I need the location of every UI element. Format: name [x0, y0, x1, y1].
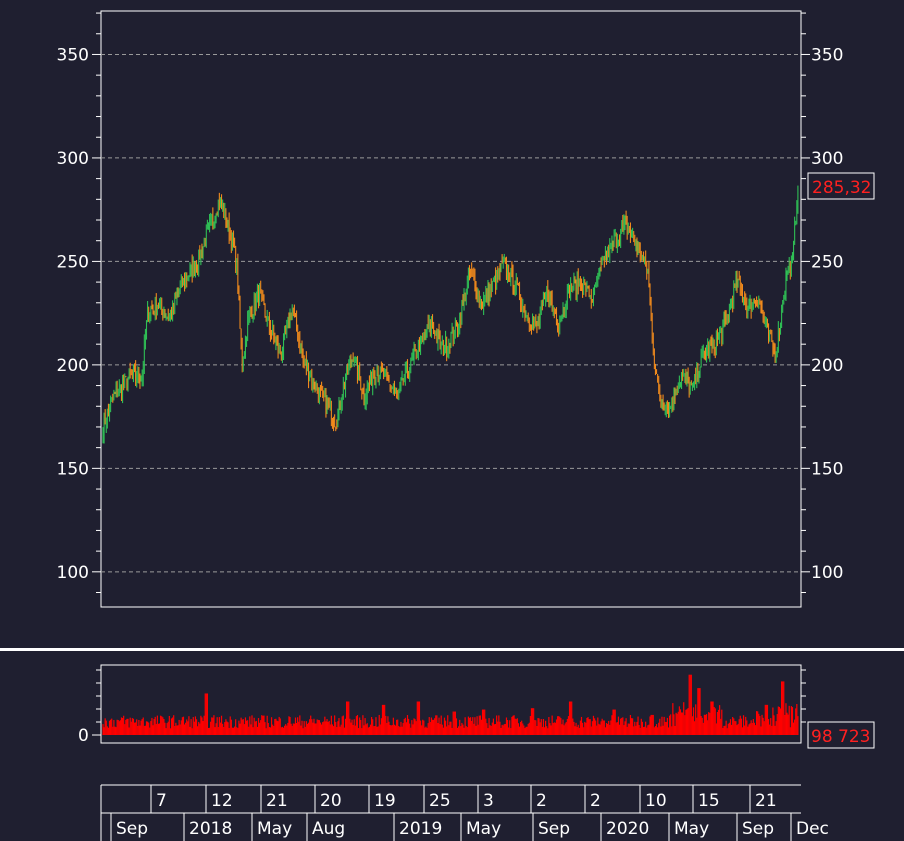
- y-tick-label-right: 150: [811, 459, 843, 479]
- time-label-row1: 3: [483, 791, 494, 811]
- price-gridlines: [92, 53, 810, 573]
- time-label-row2: 2019: [399, 819, 442, 839]
- volume-tag: 98 723: [807, 721, 875, 749]
- time-label-row1: 25: [429, 791, 451, 811]
- price-tick-labels: 350 350 300 300 250 250 200 200 150 150 100 100: [57, 45, 844, 582]
- last-price-box: [807, 172, 875, 200]
- price-panel: 350 350 300 300 250 250 200 200 150 150 100 100 285…: [57, 10, 875, 608]
- last-price-label: 285,32: [812, 178, 871, 198]
- time-label-row1: 20: [320, 791, 342, 811]
- price-minor-ticks: [96, 12, 806, 594]
- y-tick-label-right: 250: [811, 252, 843, 272]
- volume-plot-frame: [100, 664, 802, 744]
- last-price-tag: 285,32: [807, 172, 875, 200]
- time-label-row2: Sep: [116, 819, 148, 839]
- volume-minor-ticks: [96, 669, 806, 723]
- time-label-row1: 2: [536, 791, 547, 811]
- volume-panel: 0 98 723: [78, 664, 875, 749]
- time-label-row2: Aug: [312, 819, 345, 839]
- y-tick-label-right: 300: [811, 149, 843, 169]
- time-label-row1: 21: [755, 791, 777, 811]
- y-tick-label-left: 350: [57, 45, 89, 65]
- time-label-row2: Dec: [796, 819, 829, 839]
- time-label-row1: 2: [590, 791, 601, 811]
- y-tick-label-right: 200: [811, 356, 843, 376]
- volume-tag-label: 98 723: [811, 727, 870, 747]
- y-tick-label-left: 200: [57, 356, 89, 376]
- price-plot-frame: [100, 10, 802, 608]
- time-label-row2: May: [257, 819, 292, 839]
- volume-tag-box: [807, 721, 875, 749]
- time-label-row2: May: [674, 819, 709, 839]
- pane-splitter[interactable]: [0, 648, 904, 651]
- y-tick-label-left: 250: [57, 252, 89, 272]
- time-label-row2: May: [466, 819, 501, 839]
- volume-tick-label-0: 0: [78, 726, 89, 746]
- time-label-row2: 2018: [189, 819, 232, 839]
- time-label-row2: Sep: [742, 819, 774, 839]
- time-label-row2: Sep: [538, 819, 570, 839]
- time-label-row1: 21: [266, 791, 288, 811]
- volume-bars: [102, 674, 799, 735]
- time-label-row1: 15: [698, 791, 720, 811]
- y-tick-label-left: 300: [57, 149, 89, 169]
- y-tick-label-right: 350: [811, 45, 843, 65]
- y-tick-label-right: 100: [811, 563, 843, 583]
- time-label-row1: 12: [211, 791, 233, 811]
- y-tick-label-left: 100: [57, 563, 89, 583]
- candlestick-series: [102, 185, 799, 444]
- time-label-row1: 10: [645, 791, 667, 811]
- time-label-row1: 19: [374, 791, 396, 811]
- y-tick-label-left: 150: [57, 459, 89, 479]
- time-label-row2: 2020: [606, 819, 649, 839]
- time-label-row1: 7: [156, 791, 167, 811]
